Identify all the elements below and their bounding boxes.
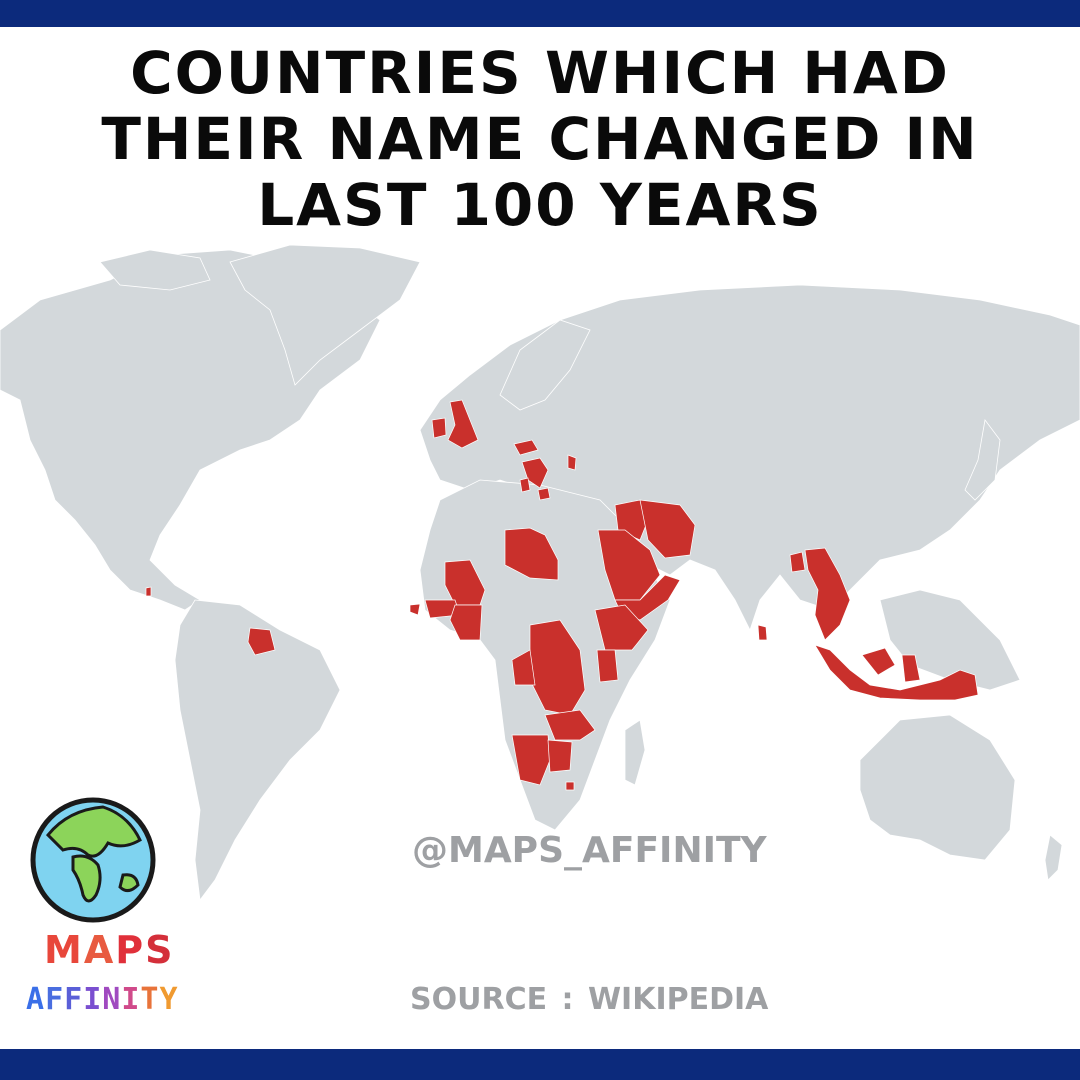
land-south-america	[174, 599, 341, 902]
globe-icon	[30, 797, 156, 923]
country-lesotho	[565, 781, 575, 791]
country-namibia	[511, 734, 551, 786]
world-map	[0, 244, 1080, 902]
land-scandinavia	[499, 319, 591, 411]
country-bangladesh	[789, 551, 806, 573]
country-indonesia-sulawesi	[901, 654, 921, 683]
country-libya	[504, 527, 559, 581]
land-australia	[859, 714, 1016, 861]
country-serbia	[521, 457, 549, 489]
country-kenya	[596, 649, 619, 683]
land-madagascar	[624, 719, 646, 786]
country-congo-gabon	[511, 649, 536, 686]
country-saudi-arabia	[597, 529, 661, 601]
country-burkina-ghana	[449, 604, 483, 641]
country-myanmar-thailand-cambodia	[804, 547, 851, 641]
land-new-zealand	[1044, 834, 1063, 881]
logo-text-affinity: AFFINITY	[26, 982, 179, 1017]
source-credit: SOURCE : WIKIPEDIA	[410, 982, 769, 1017]
title-line-3: LAST 100 YEARS	[257, 171, 823, 239]
country-north-macedonia	[537, 487, 551, 501]
land-japan	[964, 419, 1001, 501]
country-guinea	[409, 603, 421, 616]
country-moldova	[567, 454, 577, 471]
land-greenland	[229, 244, 421, 386]
country-belize	[145, 586, 152, 597]
top-header-bar	[0, 0, 1080, 27]
logo-text-maps: MAPS	[44, 928, 175, 972]
page-title: COUNTRIES WHICH HAD THEIR NAME CHANGED I…	[0, 40, 1080, 238]
land-arctic-islands	[99, 249, 211, 291]
country-ethiopia-eritrea	[594, 604, 649, 651]
title-line-2: THEIR NAME CHANGED IN	[101, 105, 979, 173]
highlighted-countries	[145, 399, 979, 791]
country-ireland	[431, 417, 447, 439]
country-suriname-guyana	[247, 627, 276, 656]
country-sri-lanka	[757, 624, 768, 641]
bottom-footer-bar	[0, 1049, 1080, 1080]
country-czechia	[513, 439, 539, 456]
country-indonesia-borneo	[861, 647, 896, 676]
watermark-handle: @MAPS_AFFINITY	[412, 830, 767, 871]
country-united-kingdom	[447, 399, 479, 449]
country-zambia-malawi	[544, 709, 596, 741]
country-indonesia	[814, 644, 979, 701]
country-iran	[639, 499, 696, 559]
title-line-1: COUNTRIES WHICH HAD	[130, 39, 950, 107]
country-botswana	[547, 739, 573, 773]
country-montenegro	[519, 477, 531, 493]
